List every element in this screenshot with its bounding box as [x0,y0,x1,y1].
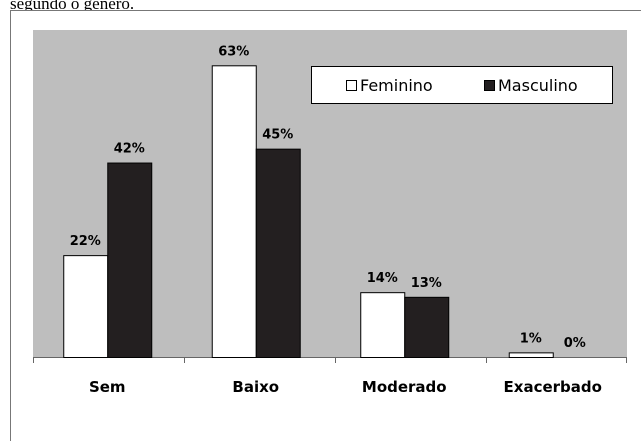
data-label: 1% [520,331,542,346]
bar [360,292,406,358]
legend [311,66,613,104]
legend-label: Masculino [498,76,578,95]
bar [404,296,450,358]
data-label: 22% [70,234,101,249]
data-label: 42% [114,142,145,157]
bar [508,352,554,358]
data-label: 0% [564,336,586,351]
legend-swatch [484,80,495,91]
bar [211,65,257,358]
x-tick-label: Baixo [232,378,279,396]
data-label: 14% [367,271,398,286]
x-tick-label: Moderado [362,378,447,396]
bar [107,162,153,358]
bar [255,148,301,358]
bar [63,255,109,358]
category-ticks [33,357,627,363]
x-tick-label: Exacerbado [504,378,602,396]
data-label: 13% [411,276,442,291]
caption: segundo o gênero. [10,0,134,13]
data-label: 45% [262,128,293,143]
legend-swatch [346,80,357,91]
legend-label: Feminino [360,76,433,95]
data-label: 63% [218,44,249,59]
x-tick-label: Sem [89,378,126,396]
